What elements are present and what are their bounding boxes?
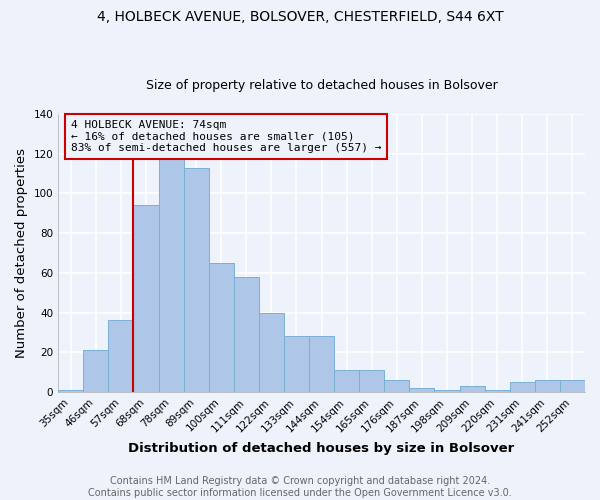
Bar — [409, 388, 434, 392]
Bar — [184, 168, 209, 392]
Bar — [485, 390, 510, 392]
Title: Size of property relative to detached houses in Bolsover: Size of property relative to detached ho… — [146, 79, 497, 92]
Bar — [58, 390, 83, 392]
Bar — [560, 380, 585, 392]
Bar — [234, 277, 259, 392]
Bar — [334, 370, 359, 392]
Bar — [109, 320, 133, 392]
Y-axis label: Number of detached properties: Number of detached properties — [15, 148, 28, 358]
Bar — [460, 386, 485, 392]
Text: Contains HM Land Registry data © Crown copyright and database right 2024.
Contai: Contains HM Land Registry data © Crown c… — [88, 476, 512, 498]
Bar — [209, 263, 234, 392]
Bar — [385, 380, 409, 392]
Bar — [133, 206, 158, 392]
Bar — [359, 370, 385, 392]
X-axis label: Distribution of detached houses by size in Bolsover: Distribution of detached houses by size … — [128, 442, 515, 455]
Bar — [510, 382, 535, 392]
Bar — [158, 158, 184, 392]
Bar — [83, 350, 109, 392]
Bar — [309, 336, 334, 392]
Bar — [434, 390, 460, 392]
Text: 4 HOLBECK AVENUE: 74sqm
← 16% of detached houses are smaller (105)
83% of semi-d: 4 HOLBECK AVENUE: 74sqm ← 16% of detache… — [71, 120, 381, 153]
Bar — [284, 336, 309, 392]
Text: 4, HOLBECK AVENUE, BOLSOVER, CHESTERFIELD, S44 6XT: 4, HOLBECK AVENUE, BOLSOVER, CHESTERFIEL… — [97, 10, 503, 24]
Bar — [535, 380, 560, 392]
Bar — [259, 312, 284, 392]
